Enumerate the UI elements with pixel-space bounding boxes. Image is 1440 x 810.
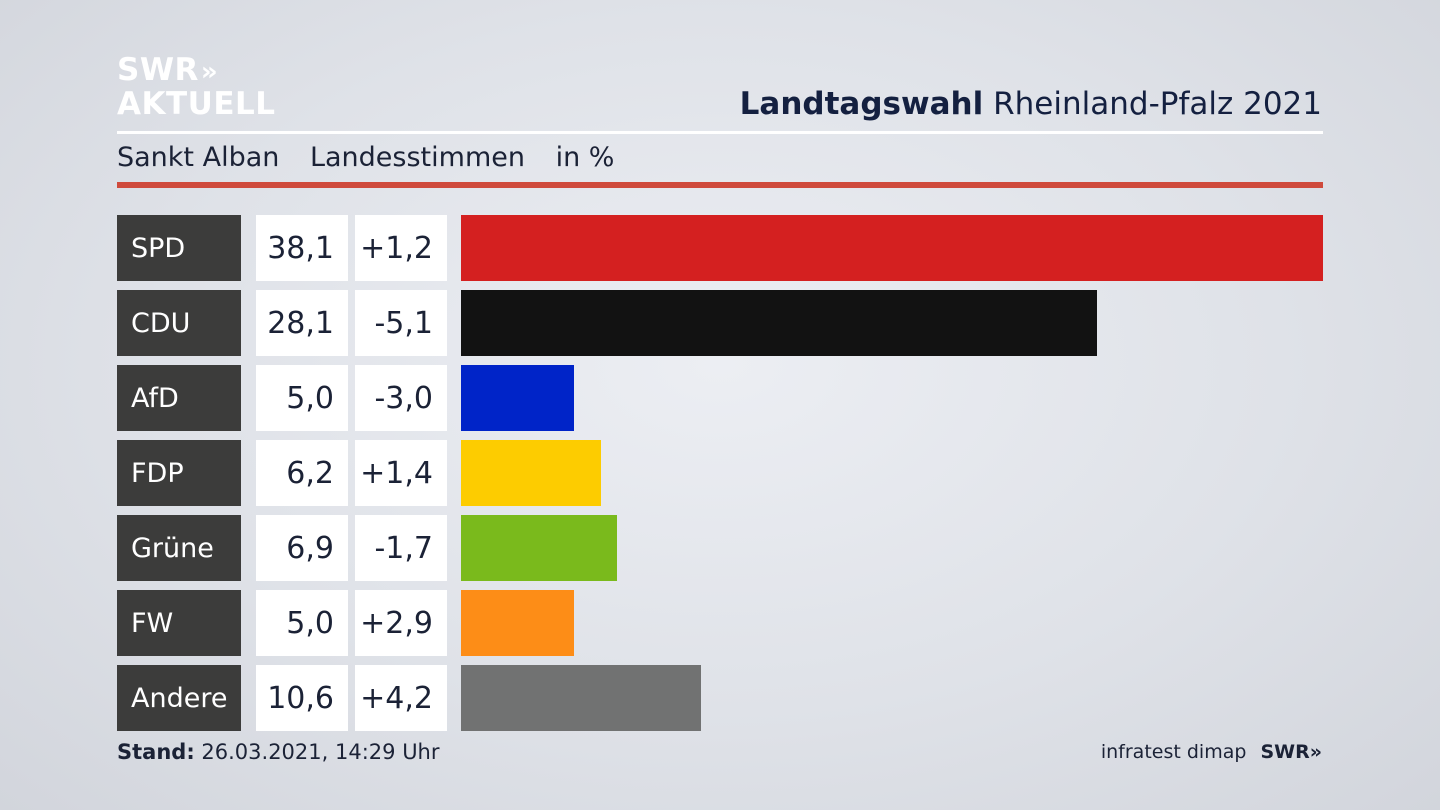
party-label: SPD — [117, 215, 241, 281]
bar-row: SPD 38,1 +1,2 — [117, 215, 1323, 281]
metric-label: Landesstimmen — [309, 142, 525, 173]
vote-change-value: +1,4 — [355, 440, 447, 506]
bar — [461, 665, 701, 731]
vote-share-value: 5,0 — [256, 590, 348, 656]
logo-swr-text: SWR — [117, 52, 199, 88]
bar — [461, 515, 617, 581]
bar — [461, 365, 574, 431]
place-label: Sankt Alban — [117, 142, 280, 173]
vote-share-value: 6,2 — [256, 440, 348, 506]
vote-change-value: -3,0 — [355, 365, 447, 431]
bar-row: FDP 6,2 +1,4 — [117, 440, 1323, 506]
bar-row: CDU 28,1 -5,1 — [117, 290, 1323, 356]
vote-share-value: 10,6 — [256, 665, 348, 731]
vote-share-value: 38,1 — [256, 215, 348, 281]
unit-label: in % — [555, 142, 615, 173]
party-label: Andere — [117, 665, 241, 731]
chart-subtitle: Sankt Alban Landesstimmen in % — [117, 142, 636, 173]
title-bold: Landtagswahl — [739, 86, 984, 122]
bar-row: AfD 5,0 -3,0 — [117, 365, 1323, 431]
logo-aktuell-text: AKTUELL — [117, 86, 276, 122]
party-label: Grüne — [117, 515, 241, 581]
party-label: CDU — [117, 290, 241, 356]
vote-share-value: 28,1 — [256, 290, 348, 356]
chart-title: Landtagswahl Rheinland-Pfalz 2021 — [740, 86, 1322, 122]
party-label: AfD — [117, 365, 241, 431]
vote-change-value: +4,2 — [355, 665, 447, 731]
header-divider — [117, 131, 1323, 134]
bar — [461, 215, 1323, 281]
bar — [461, 440, 601, 506]
vote-share-value: 6,9 — [256, 515, 348, 581]
vote-change-value: +1,2 — [355, 215, 447, 281]
accent-divider — [117, 182, 1323, 188]
vote-change-value: -5,1 — [355, 290, 447, 356]
vote-share-value: 5,0 — [256, 365, 348, 431]
vote-change-value: +2,9 — [355, 590, 447, 656]
party-label: FDP — [117, 440, 241, 506]
source-label: infratest dimap — [1100, 741, 1247, 763]
stand-value: 26.03.2021, 14:29 Uhr — [201, 740, 440, 764]
logo-chevrons: » — [200, 57, 218, 87]
bar — [461, 590, 574, 656]
source-credit: infratest dimap SWR» — [1101, 741, 1322, 763]
bar-row: FW 5,0 +2,9 — [117, 590, 1323, 656]
title-regular: Rheinland-Pfalz 2021 — [993, 86, 1322, 122]
vote-change-value: -1,7 — [355, 515, 447, 581]
bar-row: Andere 10,6 +4,2 — [117, 665, 1323, 731]
swr-small-logo: SWR» — [1260, 741, 1322, 763]
bar — [461, 290, 1097, 356]
swr-aktuell-logo: SWR» AKTUELL — [117, 54, 276, 120]
bar-row: Grüne 6,9 -1,7 — [117, 515, 1323, 581]
timestamp: Stand: 26.03.2021, 14:29 Uhr — [117, 740, 440, 764]
stand-label: Stand: — [117, 740, 195, 764]
party-label: FW — [117, 590, 241, 656]
